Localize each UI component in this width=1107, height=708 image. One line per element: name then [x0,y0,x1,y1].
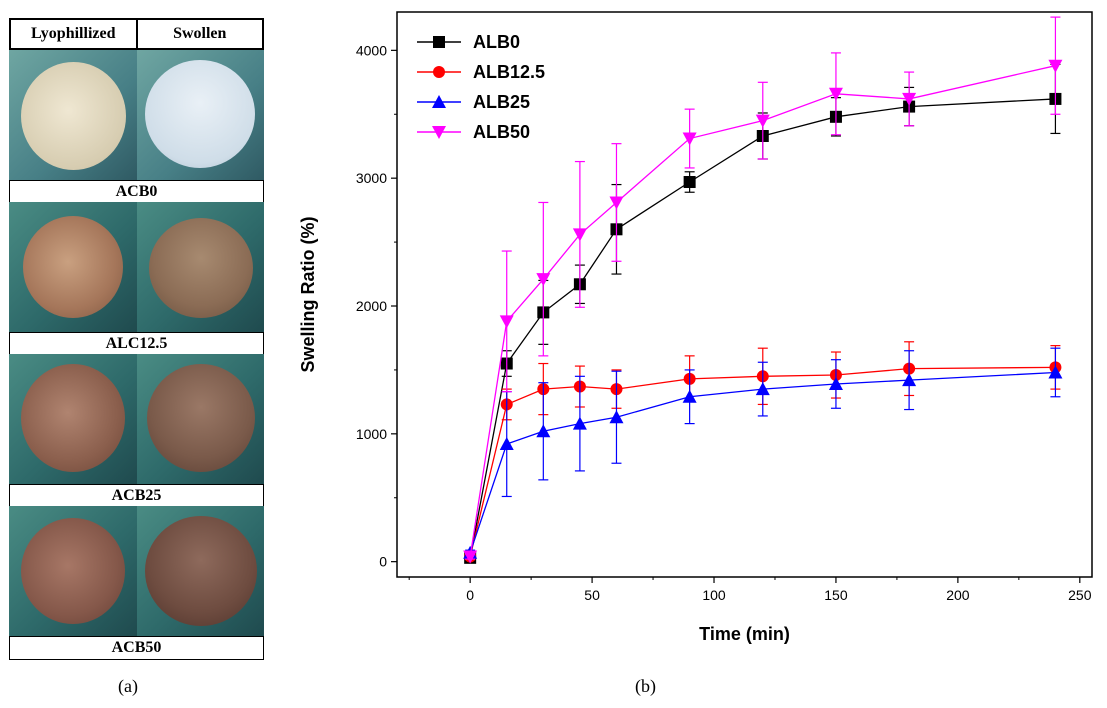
y-tick-label: 1000 [356,426,387,442]
plot-frame [396,11,1093,578]
data-point [572,416,587,430]
x-axis-title: Time (min) [699,624,790,644]
y-tick-label: 2000 [356,298,387,314]
legend-marker [433,66,445,78]
photo-panel: Lyophillized Swollen ACB0 ALC12.5 [0,0,270,660]
data-point [828,87,843,101]
series-line [469,366,1056,557]
data-point [609,410,624,424]
lyophilized-photo [9,202,137,332]
data-point [609,196,624,210]
caption-b: (b) [635,676,656,696]
sample-label: ACB50 [9,636,264,660]
legend-marker [432,95,446,108]
legend-label: ALB0 [473,32,520,52]
y-tick-label: 3000 [356,170,387,186]
data-point [682,132,697,146]
sample-block: ALC12.5 [9,202,264,356]
legend-label: ALB50 [473,122,530,142]
header-swollen: Swollen [137,18,264,50]
swollen-photo [136,202,264,332]
data-point [902,92,917,106]
legend-marker [433,36,445,48]
data-point [1048,59,1063,73]
data-point [536,273,551,287]
legend-marker [432,126,446,139]
data-point [683,176,696,189]
x-tick-label: 250 [1068,587,1092,603]
x-tick-label: 50 [584,587,600,603]
series-line [469,371,1056,553]
swollen-photo [136,354,264,484]
header-lyophilized: Lyophillized [9,18,138,50]
data-point [1048,365,1063,379]
data-point [755,382,770,396]
series-line [469,98,1056,558]
legend-label: ALB25 [473,92,530,112]
data-point [902,373,917,387]
lyophilized-photo [9,354,137,484]
sample-block: ACB50 [9,506,264,660]
x-tick-label: 200 [946,587,970,603]
data-point [828,376,843,390]
data-point [463,550,478,564]
data-point [499,437,514,451]
sample-label: ALC12.5 [9,332,264,356]
data-point [755,114,770,128]
swollen-photo [136,506,264,636]
x-tick-label: 0 [466,587,474,603]
lyophilized-photo [9,50,137,180]
data-point [572,228,587,242]
legend-label: ALB12.5 [473,62,545,82]
swelling-chart: 0 50 100 150 200 250 0 1000 2000 3000 4000 Time (mi… [298,11,1093,644]
data-point [682,389,697,403]
sample-block: ACB0 [9,50,264,204]
y-axis-title: Swelling Ratio (%) [298,216,318,372]
series-line [469,65,1056,557]
caption-a: (a) [118,676,138,696]
swollen-photo [136,50,264,180]
x-tick-label: 150 [824,587,848,603]
x-tick-label: 100 [702,587,726,603]
photo-header: Lyophillized Swollen [9,18,264,50]
data-point [499,315,514,329]
sample-block: ACB25 [9,354,264,508]
lyophilized-photo [9,506,137,636]
y-tick-label: 4000 [356,42,387,58]
y-tick-label: 0 [379,554,387,570]
sample-label: ACB0 [9,180,264,204]
sample-label: ACB25 [9,484,264,508]
data-point [536,424,551,438]
